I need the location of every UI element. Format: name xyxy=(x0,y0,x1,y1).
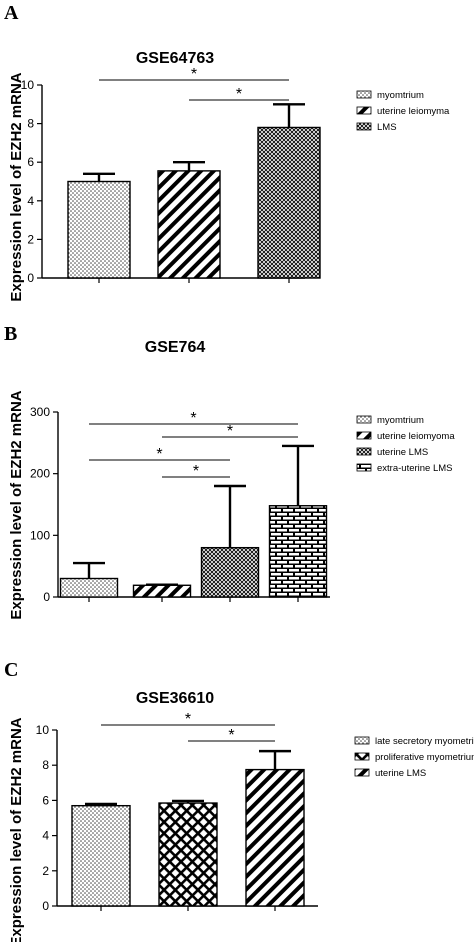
panel-c: C GSE36610 Expression level of EZH2 mRNA… xyxy=(4,659,474,942)
legend-label: uterine leiomyma xyxy=(377,106,450,117)
plot-area: 0 2 4 6 8 10 * * xyxy=(21,66,321,285)
significance-star: * xyxy=(156,446,162,463)
legend-label: myomtrium xyxy=(377,415,424,426)
y-tick-label: 300 xyxy=(30,405,50,419)
legend-label: extra-uterine LMS xyxy=(377,463,453,474)
legend-label: proliferative myometrium xyxy=(375,752,474,763)
y-tick-label: 2 xyxy=(27,232,34,246)
legend-swatch xyxy=(356,90,372,99)
bar xyxy=(268,505,328,598)
bar xyxy=(132,584,192,598)
significance-star: * xyxy=(236,86,242,103)
legend: myomtrium uterine leiomyma LMS xyxy=(356,90,450,133)
panel-label-a: A xyxy=(4,2,19,24)
chart-title: GSE64763 xyxy=(136,50,214,67)
chart-title: GSE764 xyxy=(145,339,206,356)
bar xyxy=(158,802,218,907)
legend-swatch xyxy=(356,431,372,440)
legend-swatch xyxy=(356,122,372,131)
significance-star: * xyxy=(191,66,197,83)
legend-swatch xyxy=(354,768,370,777)
significance-star: * xyxy=(193,463,199,480)
significance-star: * xyxy=(228,727,234,744)
bar xyxy=(67,180,131,279)
y-tick-label: 2 xyxy=(42,864,49,878)
legend-swatch xyxy=(354,752,370,761)
legend-swatch xyxy=(356,106,372,115)
bar xyxy=(245,768,305,907)
y-axis-label: Expression level of EZH2 mRNA xyxy=(8,72,25,301)
bar xyxy=(59,577,119,598)
y-tick-label: 4 xyxy=(27,194,34,208)
panel-label-c: C xyxy=(4,659,18,681)
y-axis-label: Expression level of EZH2 mRNA xyxy=(8,717,25,942)
legend: myomtrium uterine leiomyoma uterine LMS ext… xyxy=(356,415,455,474)
y-tick-label: 0 xyxy=(27,271,34,285)
y-tick-label: 4 xyxy=(42,829,49,843)
legend-swatch xyxy=(356,463,372,472)
legend-label: uterine LMS xyxy=(375,768,426,779)
bar xyxy=(257,126,321,279)
y-tick-label: 6 xyxy=(27,155,34,169)
panel-a: A GSE64763 Expression level of EZH2 mRNA… xyxy=(4,2,450,302)
plot-area: 0 2 4 6 8 10 * * xyxy=(36,711,318,913)
legend-label: LMS xyxy=(377,122,397,133)
legend-label: late secretory myometrium xyxy=(375,736,474,747)
legend-swatch xyxy=(354,736,370,745)
y-axis-label: Expression level of EZH2 mRNA xyxy=(8,390,25,619)
significance-star: * xyxy=(190,410,196,427)
significance-star: * xyxy=(227,423,233,440)
panel-b: B GSE764 Expression level of EZH2 mRNA 0… xyxy=(4,323,455,620)
legend-swatch xyxy=(356,415,372,424)
bar xyxy=(157,170,221,279)
bar xyxy=(71,804,131,907)
plot-area: 0 100 200 300 * * * * xyxy=(30,405,330,604)
significance-star: * xyxy=(185,711,191,728)
y-tick-label: 0 xyxy=(42,899,49,913)
bar xyxy=(200,546,260,598)
chart-title: GSE36610 xyxy=(136,690,214,707)
y-tick-label: 10 xyxy=(36,723,50,737)
legend-label: uterine leiomyoma xyxy=(377,431,455,442)
y-tick-label: 200 xyxy=(30,467,50,481)
y-tick-label: 10 xyxy=(21,78,35,92)
legend: late secretory myometrium proliferative m… xyxy=(354,736,474,779)
y-tick-label: 8 xyxy=(42,758,49,772)
panel-label-b: B xyxy=(4,323,17,345)
legend-swatch xyxy=(356,447,372,456)
y-tick-label: 100 xyxy=(30,528,50,542)
legend-label: myomtrium xyxy=(377,90,424,101)
y-tick-label: 0 xyxy=(43,590,50,604)
y-tick-label: 8 xyxy=(27,117,34,131)
y-tick-label: 6 xyxy=(42,793,49,807)
legend-label: uterine LMS xyxy=(377,447,428,458)
